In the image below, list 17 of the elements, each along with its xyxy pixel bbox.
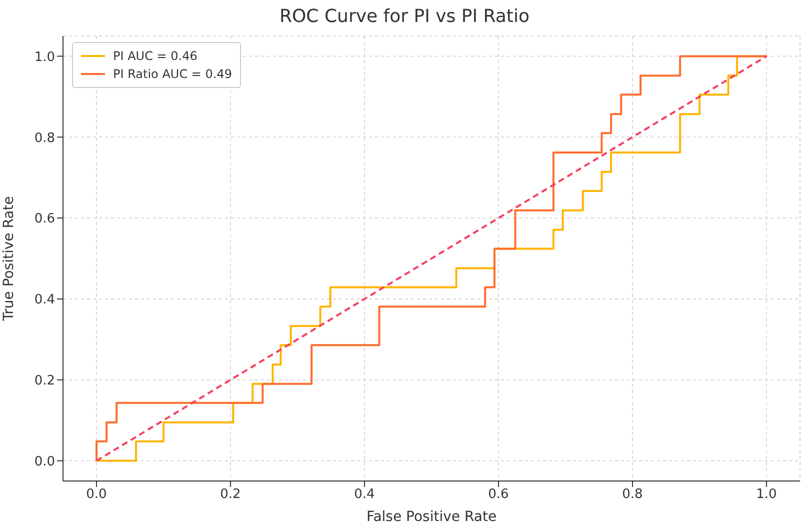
x-tick-label: 0.4 (354, 487, 375, 502)
x-tick-label: 1.0 (756, 487, 777, 502)
legend-label: PI AUC = 0.46 (113, 48, 198, 65)
x-tick-label: 0.8 (622, 487, 643, 502)
legend-label: PI Ratio AUC = 0.49 (113, 66, 232, 83)
y-tick-label: 0.0 (34, 454, 55, 470)
y-tick-label: 0.4 (34, 292, 55, 308)
x-tick-label: 0.6 (488, 487, 509, 502)
y-axis-title: True Positive Rate (0, 196, 17, 322)
chart-title: ROC Curve for PI vs PI Ratio (278, 6, 530, 27)
x-tick-label: 0.2 (220, 487, 241, 502)
y-tick-label: 0.8 (34, 130, 55, 146)
y-tick-label: 0.2 (34, 373, 55, 388)
y-tick-label: 1.0 (34, 50, 55, 65)
y-tick-label: 0.6 (34, 212, 55, 227)
x-tick-label: 0.0 (86, 487, 107, 502)
x-axis-title: False Positive Rate (366, 509, 497, 523)
